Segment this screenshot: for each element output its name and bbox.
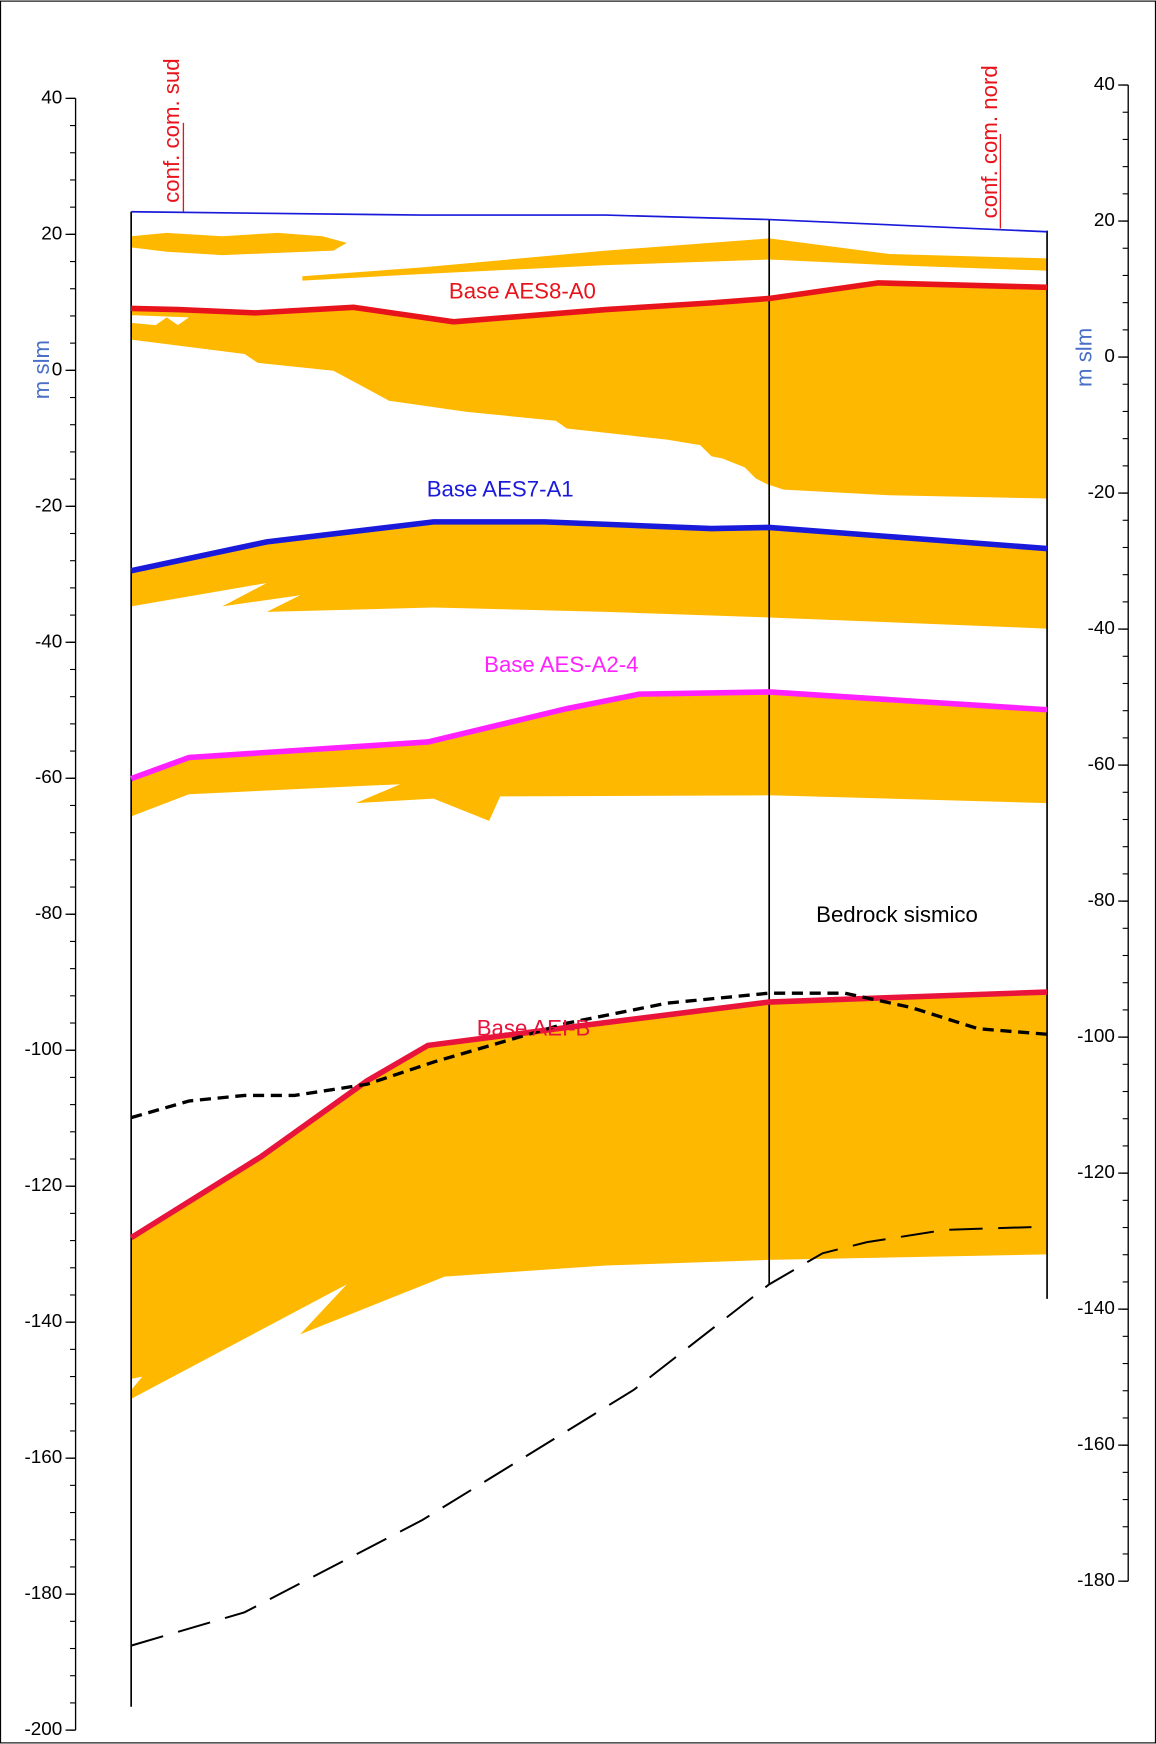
layer-label: Base AES8-A0 <box>449 278 596 303</box>
y-tick-label: -100 <box>24 1039 62 1060</box>
ground-surface <box>131 210 1048 233</box>
y-tick-label: -180 <box>1077 1570 1115 1591</box>
wells <box>130 211 1048 1707</box>
bedrock-line <box>130 991 1048 1120</box>
y-tick-label: -160 <box>1077 1434 1115 1455</box>
y-tick-label: -20 <box>1088 482 1115 503</box>
y-tick-label: 20 <box>41 223 62 244</box>
sand-bodies <box>131 232 1048 1399</box>
y-tick-label: -200 <box>24 1719 62 1740</box>
axis-title: m slm <box>1072 328 1097 387</box>
y-tick-label: 40 <box>41 87 62 108</box>
y-tick-label: 0 <box>1104 346 1115 367</box>
layer-label: Base AEI-B <box>477 1015 591 1040</box>
marker-label: conf. com. sud <box>159 58 184 203</box>
y-tick-label: 0 <box>52 359 63 380</box>
sand-body <box>131 992 1048 1399</box>
sand-body <box>131 232 347 256</box>
y-tick-label: -140 <box>24 1311 62 1332</box>
layer-label: Bedrock sismico <box>816 902 978 927</box>
y-tick-label: -120 <box>24 1175 62 1196</box>
y-tick-label: -40 <box>1088 618 1115 639</box>
y-tick-label: -100 <box>1077 1026 1115 1047</box>
sand-body <box>131 521 1048 629</box>
sand-body <box>302 238 1048 281</box>
y-tick-label: -160 <box>24 1447 62 1468</box>
y-tick-label: -140 <box>1077 1298 1115 1319</box>
boundary-line <box>130 689 1048 782</box>
y-tick-label: -180 <box>24 1583 62 1604</box>
dashed-line <box>130 1225 1048 1647</box>
axis-title: m slm <box>29 340 54 399</box>
y-tick-label: -40 <box>35 631 62 652</box>
layer-label: Base AES7-A1 <box>427 476 574 501</box>
y-tick-label: 20 <box>1094 210 1115 231</box>
sand-body <box>131 691 1048 821</box>
y-tick-label: -120 <box>1077 1162 1115 1183</box>
layer-label: Base AES-A2-4 <box>484 652 638 677</box>
y-tick-label: 40 <box>1094 74 1115 95</box>
boundary-line <box>131 280 1048 325</box>
y-tick-label: -60 <box>35 767 62 788</box>
y-tick-label: -80 <box>1088 890 1115 911</box>
y-tick-label: -60 <box>1088 754 1115 775</box>
marker-label: conf. com. nord <box>977 65 1002 218</box>
y-tick-label: -80 <box>35 903 62 924</box>
y-tick-label: -20 <box>35 495 62 516</box>
sand-body <box>131 282 1048 499</box>
boundary-line <box>130 519 1048 574</box>
